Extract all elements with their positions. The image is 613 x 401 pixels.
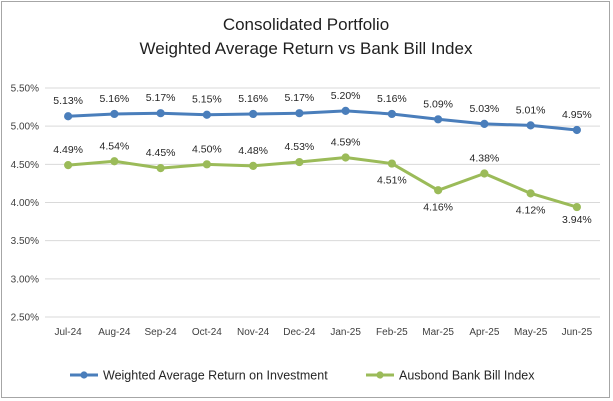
data-point [295, 109, 304, 118]
data-point [202, 160, 211, 169]
data-point [64, 160, 73, 170]
data-label: 4.38% [469, 152, 499, 164]
y-tick-label: 5.50% [11, 84, 39, 95]
data-label: 3.94% [562, 214, 592, 226]
gridlines [45, 87, 600, 318]
legend-label: Weighted Average Return on Investment [103, 369, 328, 383]
data-label: 5.16% [377, 93, 407, 105]
data-label: 4.59% [331, 136, 361, 148]
data-label: 4.12% [516, 204, 546, 216]
data-point [202, 110, 211, 119]
y-tick-label: 5.00% [11, 122, 39, 133]
x-tick-label: Dec-24 [283, 327, 316, 338]
data-label: 5.20% [331, 90, 361, 102]
y-tick-label: 4.00% [11, 198, 39, 209]
data-point [110, 157, 119, 166]
data-point [64, 112, 73, 121]
legend-label: Ausbond Bank Bill Index [399, 369, 535, 383]
data-point [249, 161, 258, 170]
data-label: 5.01% [516, 104, 546, 116]
legend-item-1: Weighted Average Return on Investment [70, 369, 328, 383]
data-label: 5.13% [53, 95, 83, 107]
data-label: 4.95% [562, 109, 592, 121]
data-point [434, 115, 443, 124]
data-label: 4.54% [99, 140, 129, 152]
data-point [526, 121, 535, 130]
data-point [434, 186, 443, 195]
data-point [341, 106, 350, 116]
series-1: 5.13% 5.16% 5.17% 5.15% 5.16% 5.17% 5.20% 5.16%… [53, 90, 592, 135]
x-tick-label: Jan-25 [330, 327, 361, 338]
y-tick-label: 3.50% [11, 236, 39, 247]
legend: Weighted Average Return on Investment Aus… [70, 369, 535, 383]
data-label: 5.16% [99, 93, 129, 105]
x-axis: Jul-24 Aug-24 Sep-24 Oct-24 Nov-24 Dec-24 Jan-… [55, 327, 593, 338]
data-label: 5.17% [146, 92, 176, 104]
data-label: 4.16% [423, 201, 453, 213]
x-tick-label: Apr-25 [469, 327, 499, 338]
data-label: 5.17% [284, 92, 314, 104]
series-line [68, 109, 578, 132]
data-point [572, 125, 581, 135]
data-point [341, 153, 350, 162]
data-label: 5.15% [192, 94, 222, 106]
legend-swatch-marker [376, 371, 384, 379]
data-point [156, 164, 165, 173]
y-tick-label: 4.50% [11, 160, 39, 171]
data-label: 4.50% [192, 143, 222, 155]
x-tick-label: Jul-24 [55, 327, 83, 338]
chart-title: Consolidated Portfolio [223, 15, 389, 34]
data-point [480, 119, 489, 128]
series-layer: 5.13% 5.16% 5.17% 5.15% 5.16% 5.17% 5.20% 5.16%… [53, 90, 592, 226]
data-label: 4.51% [377, 175, 407, 187]
data-point [387, 109, 396, 119]
data-point [156, 109, 165, 118]
data-label: 5.09% [423, 98, 453, 110]
chart-subtitle: Weighted Average Return vs Bank Bill Ind… [140, 39, 473, 58]
x-tick-label: Aug-24 [98, 327, 131, 338]
x-tick-label: Jun-25 [562, 327, 593, 338]
x-tick-label: Nov-24 [237, 327, 270, 338]
data-label: 4.49% [53, 144, 83, 156]
data-label: 4.53% [284, 141, 314, 153]
legend-item-2: Ausbond Bank Bill Index [366, 369, 535, 383]
data-point [249, 109, 258, 119]
series-line [68, 155, 578, 209]
data-point [480, 169, 489, 178]
data-label: 4.45% [146, 147, 176, 159]
data-point [572, 202, 581, 212]
legend-swatch-marker [80, 371, 88, 379]
x-tick-label: Sep-24 [145, 327, 178, 338]
data-point [387, 159, 396, 168]
x-tick-label: May-25 [514, 327, 548, 338]
x-tick-label: Mar-25 [422, 327, 454, 338]
y-tick-label: 2.50% [11, 313, 39, 324]
data-point [110, 109, 119, 119]
x-tick-label: Feb-25 [376, 327, 408, 338]
data-label: 4.48% [238, 145, 268, 157]
series-2: 4.49% 4.54% 4.45% 4.50% 4.48% 4.53% 4.59% 4.51%… [53, 136, 592, 226]
data-label: 5.03% [469, 103, 499, 115]
y-tick-label: 3.00% [11, 274, 39, 285]
x-tick-label: Oct-24 [192, 327, 222, 338]
data-label: 5.16% [238, 93, 268, 105]
y-axis: 2.50% 3.00% 3.50% 4.00% 4.50% 5.00% 5.50% [11, 84, 39, 324]
data-point [295, 157, 304, 167]
data-point [526, 189, 535, 198]
